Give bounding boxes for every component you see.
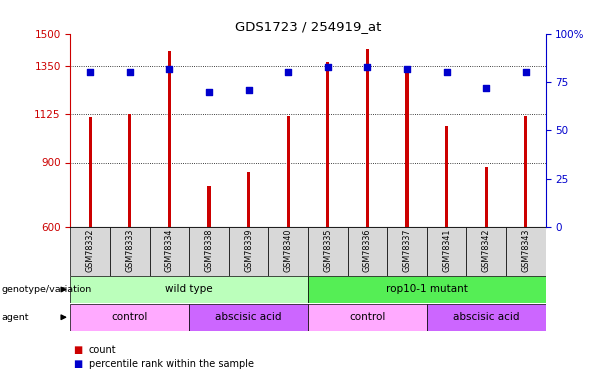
Text: GSM78341: GSM78341 <box>442 229 451 272</box>
Point <box>244 87 254 93</box>
Bar <box>70 227 110 276</box>
Text: rop10-1 mutant: rop10-1 mutant <box>386 285 468 294</box>
Text: ■: ■ <box>74 359 83 369</box>
Title: GDS1723 / 254919_at: GDS1723 / 254919_at <box>235 20 381 33</box>
Bar <box>308 227 348 276</box>
Text: abscisic acid: abscisic acid <box>453 312 519 322</box>
Text: GSM78340: GSM78340 <box>284 229 293 272</box>
Bar <box>326 62 329 227</box>
Text: GSM78339: GSM78339 <box>244 228 253 272</box>
Bar <box>348 227 387 276</box>
Text: GSM78335: GSM78335 <box>323 228 332 272</box>
Text: genotype/variation: genotype/variation <box>2 285 92 294</box>
Point <box>85 69 95 75</box>
Bar <box>427 227 466 276</box>
Text: control: control <box>112 312 148 322</box>
Text: count: count <box>89 345 116 355</box>
Point <box>204 89 214 95</box>
Bar <box>70 276 308 303</box>
Bar <box>110 227 150 276</box>
Bar <box>247 172 250 227</box>
Point <box>481 85 491 91</box>
Point <box>402 66 412 72</box>
Text: wild type: wild type <box>166 285 213 294</box>
Point <box>125 69 135 75</box>
Point <box>442 69 452 75</box>
Text: GSM78342: GSM78342 <box>482 228 490 272</box>
Bar <box>308 304 427 331</box>
Text: GSM78343: GSM78343 <box>521 229 530 272</box>
Point <box>521 69 531 75</box>
Text: agent: agent <box>2 313 29 322</box>
Bar <box>387 227 427 276</box>
Bar <box>524 116 527 227</box>
Text: control: control <box>349 312 386 322</box>
Point <box>362 64 372 70</box>
Bar <box>189 227 229 276</box>
Text: GSM78336: GSM78336 <box>363 229 372 272</box>
Text: ■: ■ <box>74 345 83 355</box>
Bar <box>229 227 268 276</box>
Point <box>164 66 174 72</box>
Bar <box>287 116 290 227</box>
Point <box>323 64 333 70</box>
Text: GSM78332: GSM78332 <box>86 228 95 272</box>
Bar <box>485 167 488 227</box>
Bar <box>427 304 546 331</box>
Bar <box>89 117 92 227</box>
Bar <box>128 114 131 227</box>
Point <box>283 69 293 75</box>
Text: abscisic acid: abscisic acid <box>215 312 282 322</box>
Bar <box>445 126 448 227</box>
Bar <box>466 227 506 276</box>
Text: GSM78337: GSM78337 <box>403 228 411 272</box>
Bar <box>150 227 189 276</box>
Bar <box>207 186 211 227</box>
Text: GSM78333: GSM78333 <box>126 229 134 272</box>
Bar <box>366 49 369 227</box>
Bar <box>189 304 308 331</box>
Bar <box>405 66 409 227</box>
Bar <box>308 276 546 303</box>
Bar <box>168 51 171 227</box>
Text: GSM78334: GSM78334 <box>165 229 174 272</box>
Bar <box>70 304 189 331</box>
Text: percentile rank within the sample: percentile rank within the sample <box>89 359 254 369</box>
Bar <box>506 227 546 276</box>
Bar <box>268 227 308 276</box>
Text: GSM78338: GSM78338 <box>205 229 213 272</box>
